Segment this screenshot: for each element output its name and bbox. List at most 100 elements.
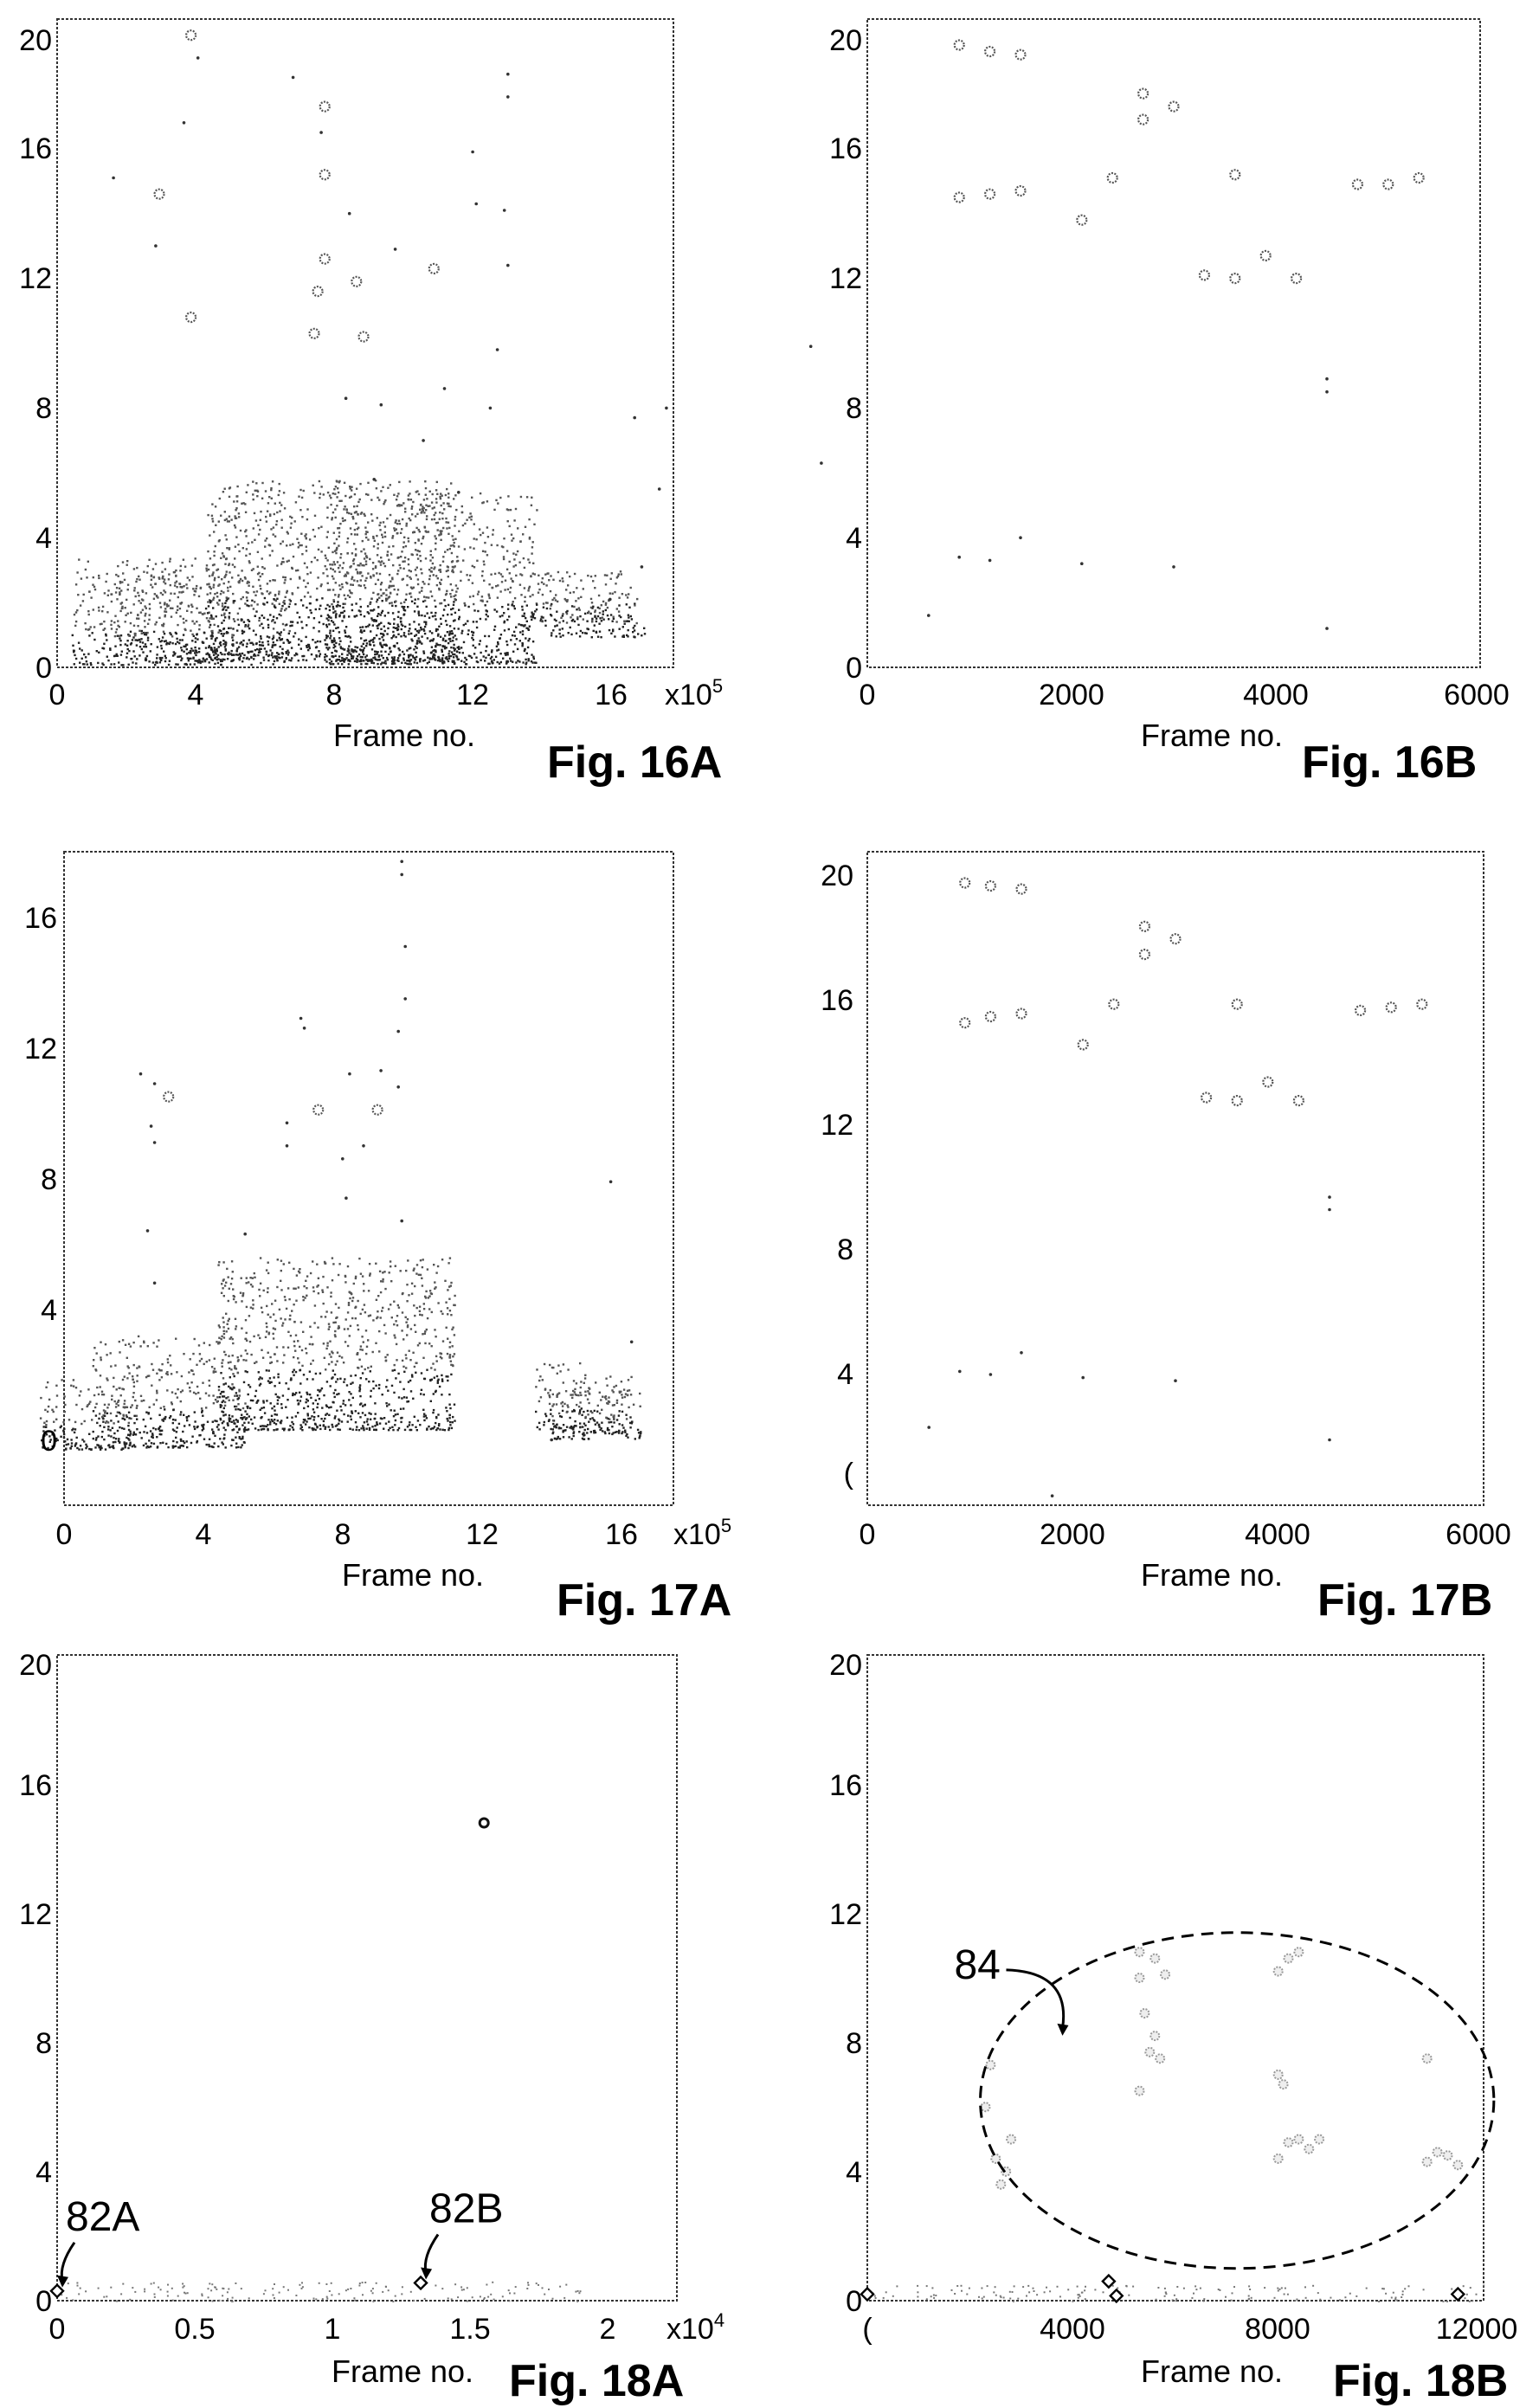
cluster-dot: [150, 1442, 153, 1445]
cluster-dot: [274, 1353, 276, 1355]
cluster-dot: [232, 1428, 235, 1431]
cluster-dot: [448, 1354, 452, 1356]
cluster-dot: [424, 493, 427, 496]
cluster-dot: [196, 651, 198, 654]
cluster-dot: [485, 656, 487, 660]
cluster-dot: [225, 518, 228, 520]
cluster-dot: [145, 657, 147, 660]
cluster-dot: [430, 1378, 433, 1381]
cluster-dot: [175, 611, 177, 614]
cluster-dot: [441, 530, 443, 532]
cluster-dot: [175, 569, 177, 572]
cluster-dot: [432, 655, 435, 658]
cluster-dot: [378, 622, 381, 626]
cluster-dot: [443, 508, 446, 511]
cluster-dot: [610, 572, 613, 575]
cluster-dot: [436, 643, 440, 647]
cluster-dot: [367, 481, 370, 484]
cluster-dot: [245, 596, 248, 599]
cluster-dot: [452, 607, 454, 610]
cluster-dot: [409, 1379, 412, 1382]
cluster-dot: [406, 1284, 409, 1286]
cluster-dot: [119, 640, 122, 642]
cluster-dot: [161, 656, 164, 660]
cluster-dot: [453, 643, 455, 647]
cluster-dot: [207, 620, 209, 622]
cluster-dot: [213, 554, 216, 557]
cluster-dot: [336, 1393, 338, 1396]
cluster-dot: [246, 1413, 248, 1415]
cluster-dot: [56, 1439, 59, 1442]
cluster-dot: [216, 1341, 218, 1343]
cluster-dot: [90, 1448, 93, 1451]
cluster-dot: [132, 603, 135, 606]
cluster-dot: [416, 1344, 420, 1347]
cluster-dot: [257, 1428, 260, 1432]
cluster-dot: [338, 604, 341, 608]
cluster-dot: [366, 662, 369, 666]
cluster-dot: [299, 599, 303, 602]
cluster-dot: [319, 1390, 321, 1393]
cluster-dot: [177, 605, 179, 608]
cluster-dot: [246, 1417, 248, 1420]
cluster-dot: [181, 1389, 184, 1392]
cluster-dot: [214, 505, 217, 508]
cluster-dot: [481, 531, 485, 534]
cluster-dot: [305, 1347, 307, 1350]
cluster-dot: [448, 625, 452, 628]
cluster-dot: [86, 663, 88, 666]
cluster-dot: [212, 596, 216, 599]
cluster-dot: [345, 597, 347, 601]
cluster-dot: [280, 1259, 283, 1262]
cluster-dot: [361, 631, 364, 634]
cluster-dot: [415, 526, 418, 530]
cluster-dot: [369, 602, 371, 605]
cluster-dot: [421, 572, 423, 575]
cluster-dot: [337, 527, 339, 530]
cluster-dot: [484, 634, 486, 638]
cluster-dot: [268, 1377, 272, 1380]
cluster-dot: [265, 515, 267, 518]
cluster-dot: [245, 548, 248, 550]
cluster-dot: [531, 641, 535, 643]
cluster-dot: [332, 568, 334, 571]
cluster-dot: [447, 1420, 449, 1422]
cluster-dot: [236, 1431, 239, 1433]
cluster-dot: [177, 623, 179, 627]
cluster-dot: [219, 1419, 222, 1421]
cluster-dot: [306, 606, 308, 609]
cluster-dot: [310, 1362, 312, 1365]
cluster-dot: [183, 621, 185, 624]
cluster-dot: [515, 626, 518, 628]
cluster-dot: [333, 623, 336, 626]
cluster-dot: [266, 510, 269, 512]
cluster-dot: [213, 550, 216, 553]
cluster-dot: [344, 1275, 347, 1278]
cluster-dot: [360, 637, 363, 640]
cluster-dot: [222, 1295, 225, 1297]
cluster-dot: [211, 518, 214, 520]
cluster-dot: [140, 598, 144, 601]
cluster-dot: [244, 1370, 247, 1373]
cluster-dot: [612, 628, 615, 631]
cluster-dot: [74, 1387, 78, 1389]
cluster-dot: [302, 1421, 305, 1424]
cluster-dot: [369, 660, 371, 662]
data-dot: [422, 439, 425, 442]
cluster-dot: [298, 643, 300, 646]
cluster-dot: [457, 545, 460, 548]
cluster-dot: [87, 653, 90, 655]
cluster-dot: [388, 653, 390, 656]
cluster-dot: [233, 1387, 235, 1389]
cluster-dot: [351, 654, 353, 658]
cluster-dot: [334, 1335, 337, 1338]
cluster-dot: [227, 1276, 229, 1278]
cluster-dot: [328, 608, 332, 612]
cluster-dot: [291, 1310, 293, 1312]
cluster-dot: [109, 1352, 112, 1355]
cluster-dot: [426, 1317, 429, 1320]
cluster-dot: [403, 1370, 406, 1373]
cluster-dot: [375, 1342, 377, 1344]
cluster-dot: [185, 1416, 188, 1419]
data-dot: [506, 263, 510, 267]
